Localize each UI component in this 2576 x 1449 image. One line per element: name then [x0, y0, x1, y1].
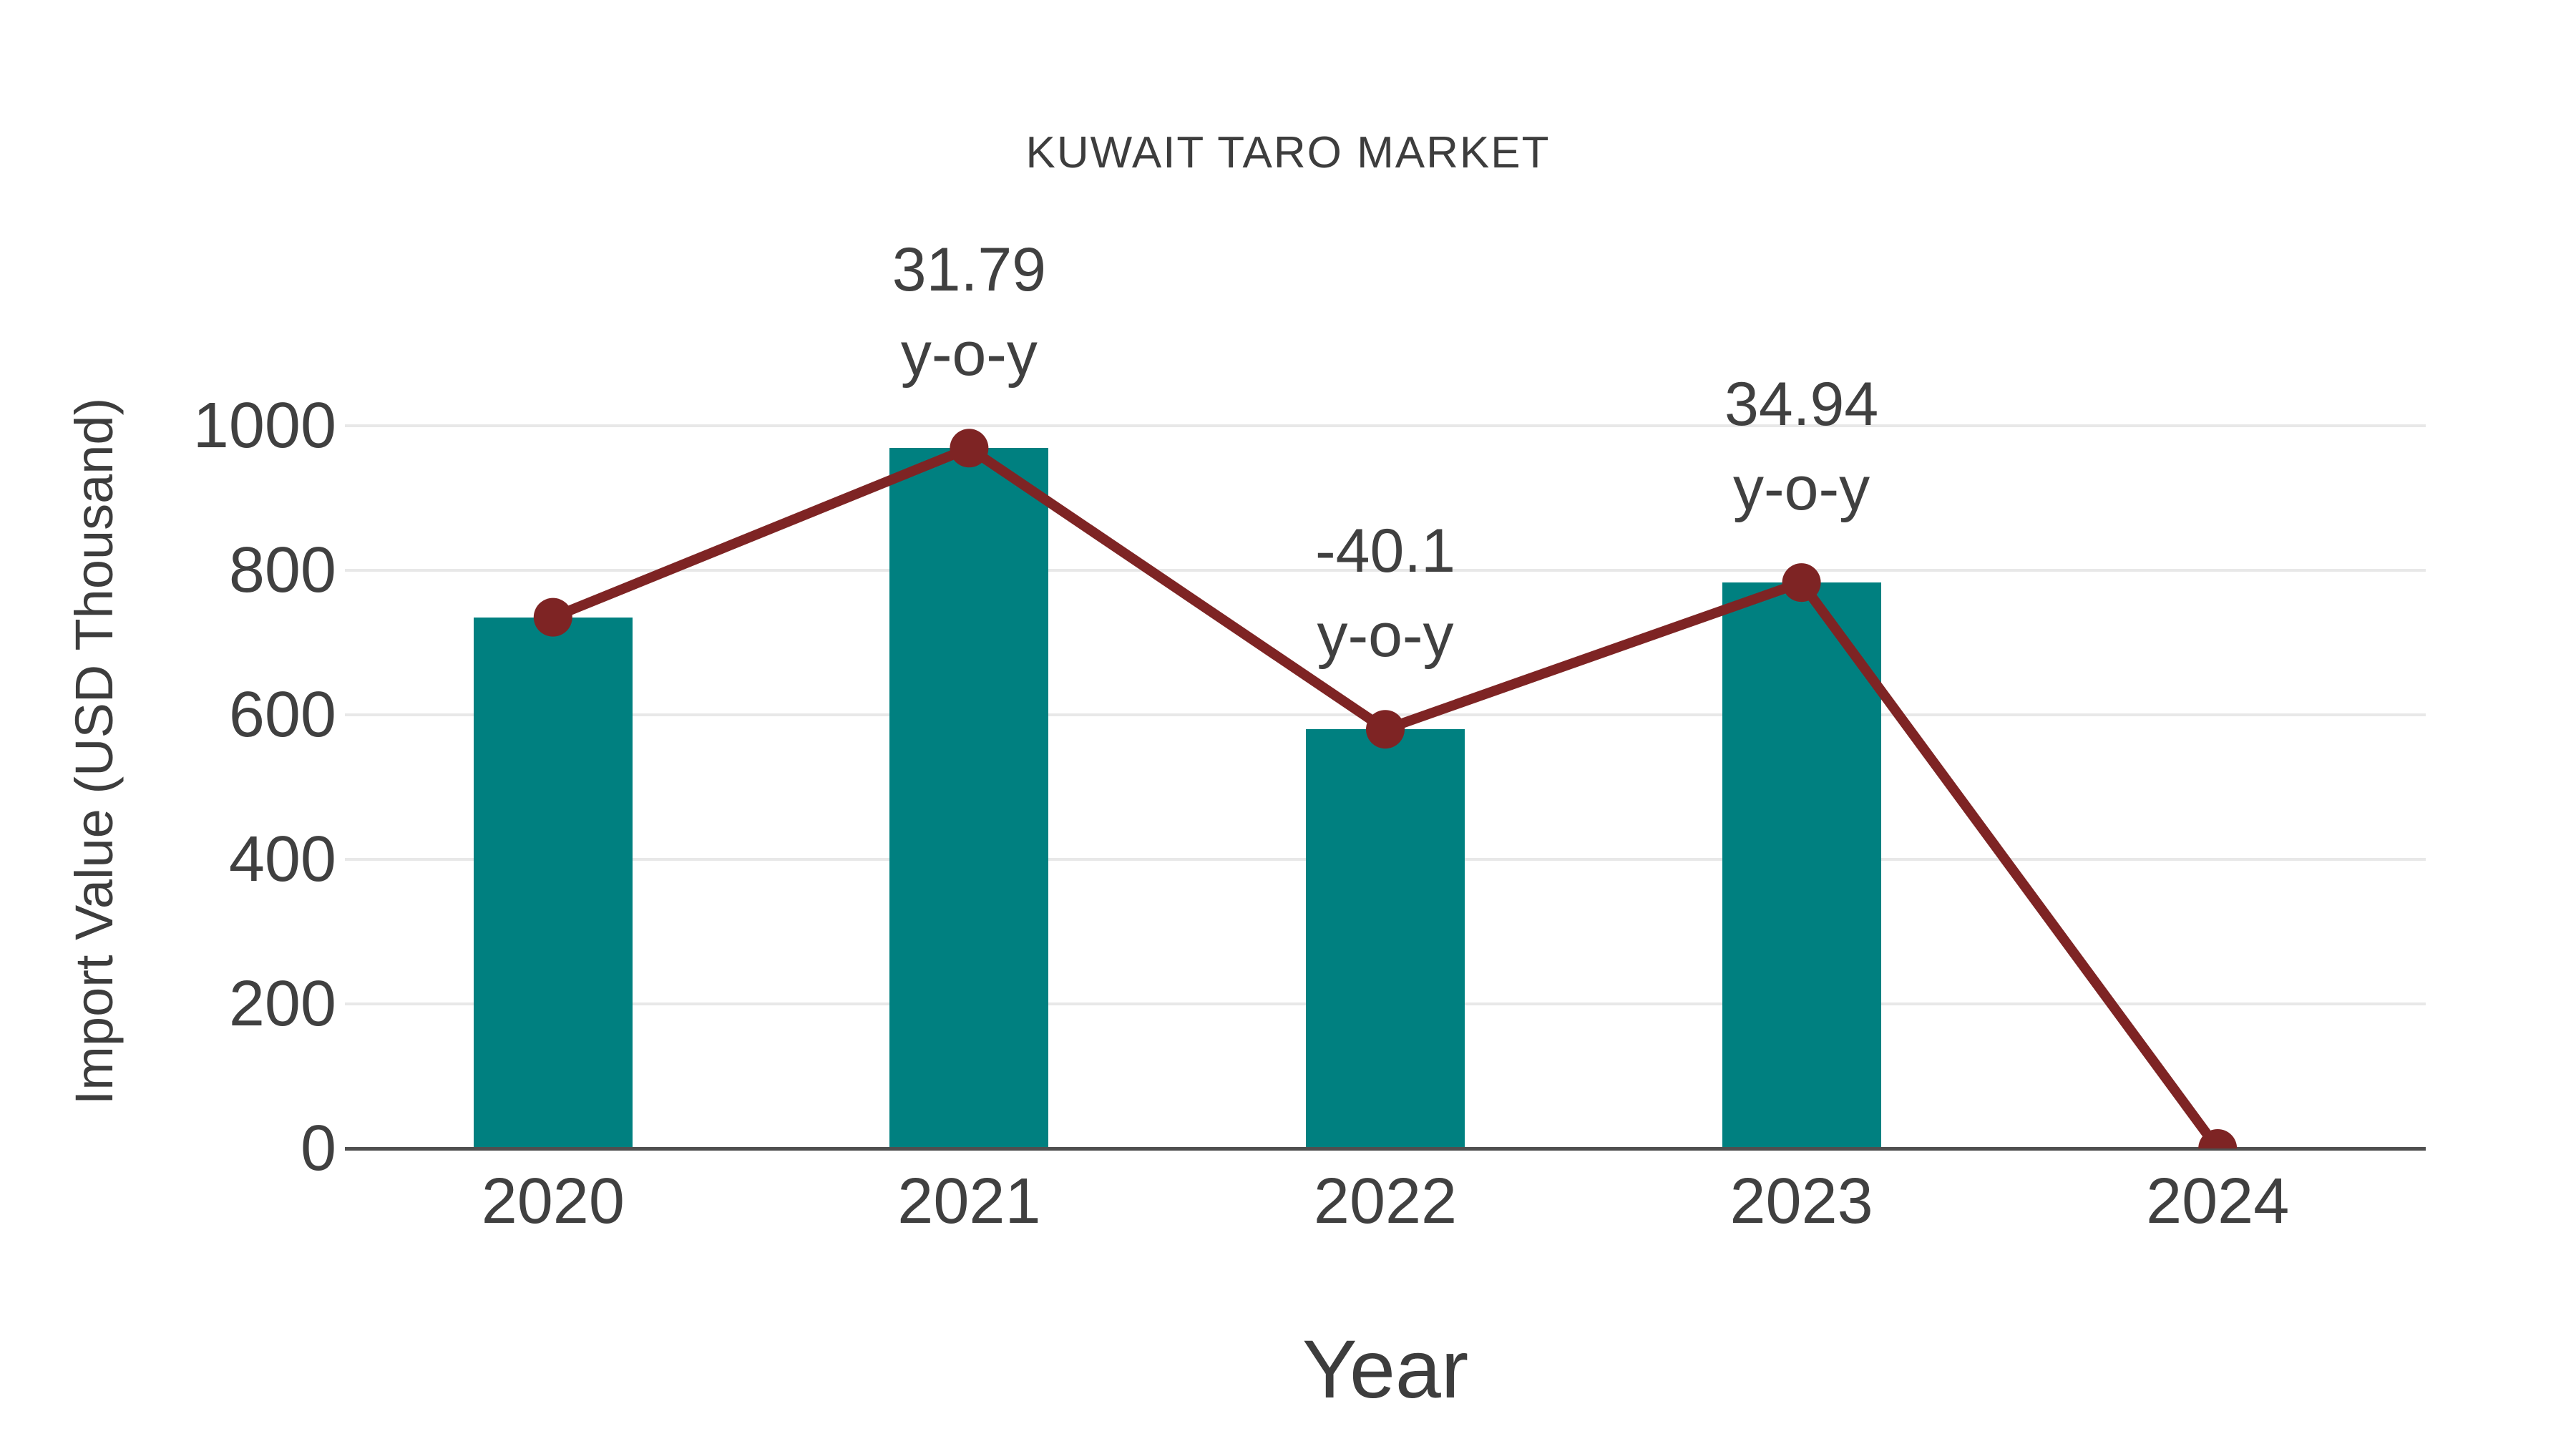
x-tick-label: 2022	[1313, 1166, 1458, 1237]
x-axis-line	[345, 1147, 2426, 1151]
annotation-2021: 31.79 y-o-y	[740, 228, 1198, 396]
x-tick-label: 2020	[481, 1166, 625, 1237]
gridline	[345, 569, 2426, 572]
bar-2023	[1722, 582, 1881, 1148]
chart-title: KUWAIT TARO MARKET	[1025, 128, 1551, 177]
annotation-2022: -40.1 y-o-y	[1156, 509, 1614, 678]
line-series-layer	[533, 429, 2238, 1148]
data-point-marker-2021	[950, 429, 989, 468]
y-tick-label: 0	[300, 1113, 336, 1184]
x-axis-title: Year	[1302, 1324, 1469, 1415]
y-tick-label: 400	[228, 824, 336, 895]
annotation-line: -40.1	[1314, 517, 1456, 586]
y-tick-label: 1000	[192, 390, 336, 462]
gridline	[345, 424, 2426, 427]
y-tick-label: 800	[228, 535, 336, 606]
data-point-marker-2024	[2198, 1129, 2238, 1148]
annotation-line: y-o-y	[1317, 601, 1454, 670]
y-tick-label: 200	[228, 968, 336, 1040]
x-tick-label: 2023	[1729, 1166, 1873, 1237]
bar-2022	[1306, 729, 1465, 1148]
x-tick-label: 2021	[897, 1166, 1041, 1237]
annotation-line: y-o-y	[1733, 454, 1870, 524]
x-tick-label: 2024	[2146, 1166, 2290, 1237]
annotation-2023: 34.94 y-o-y	[1573, 362, 2031, 531]
annotation-line: y-o-y	[900, 320, 1038, 389]
bar-2020	[473, 618, 633, 1148]
y-tick-label: 600	[228, 679, 336, 751]
annotation-line: 34.94	[1724, 370, 1879, 439]
data-point-marker-2023	[1782, 563, 1821, 602]
data-point-marker-2020	[533, 597, 572, 637]
data-point-marker-2022	[1366, 710, 1405, 749]
annotation-line: 31.79	[892, 235, 1046, 305]
bar-2021	[889, 448, 1049, 1148]
